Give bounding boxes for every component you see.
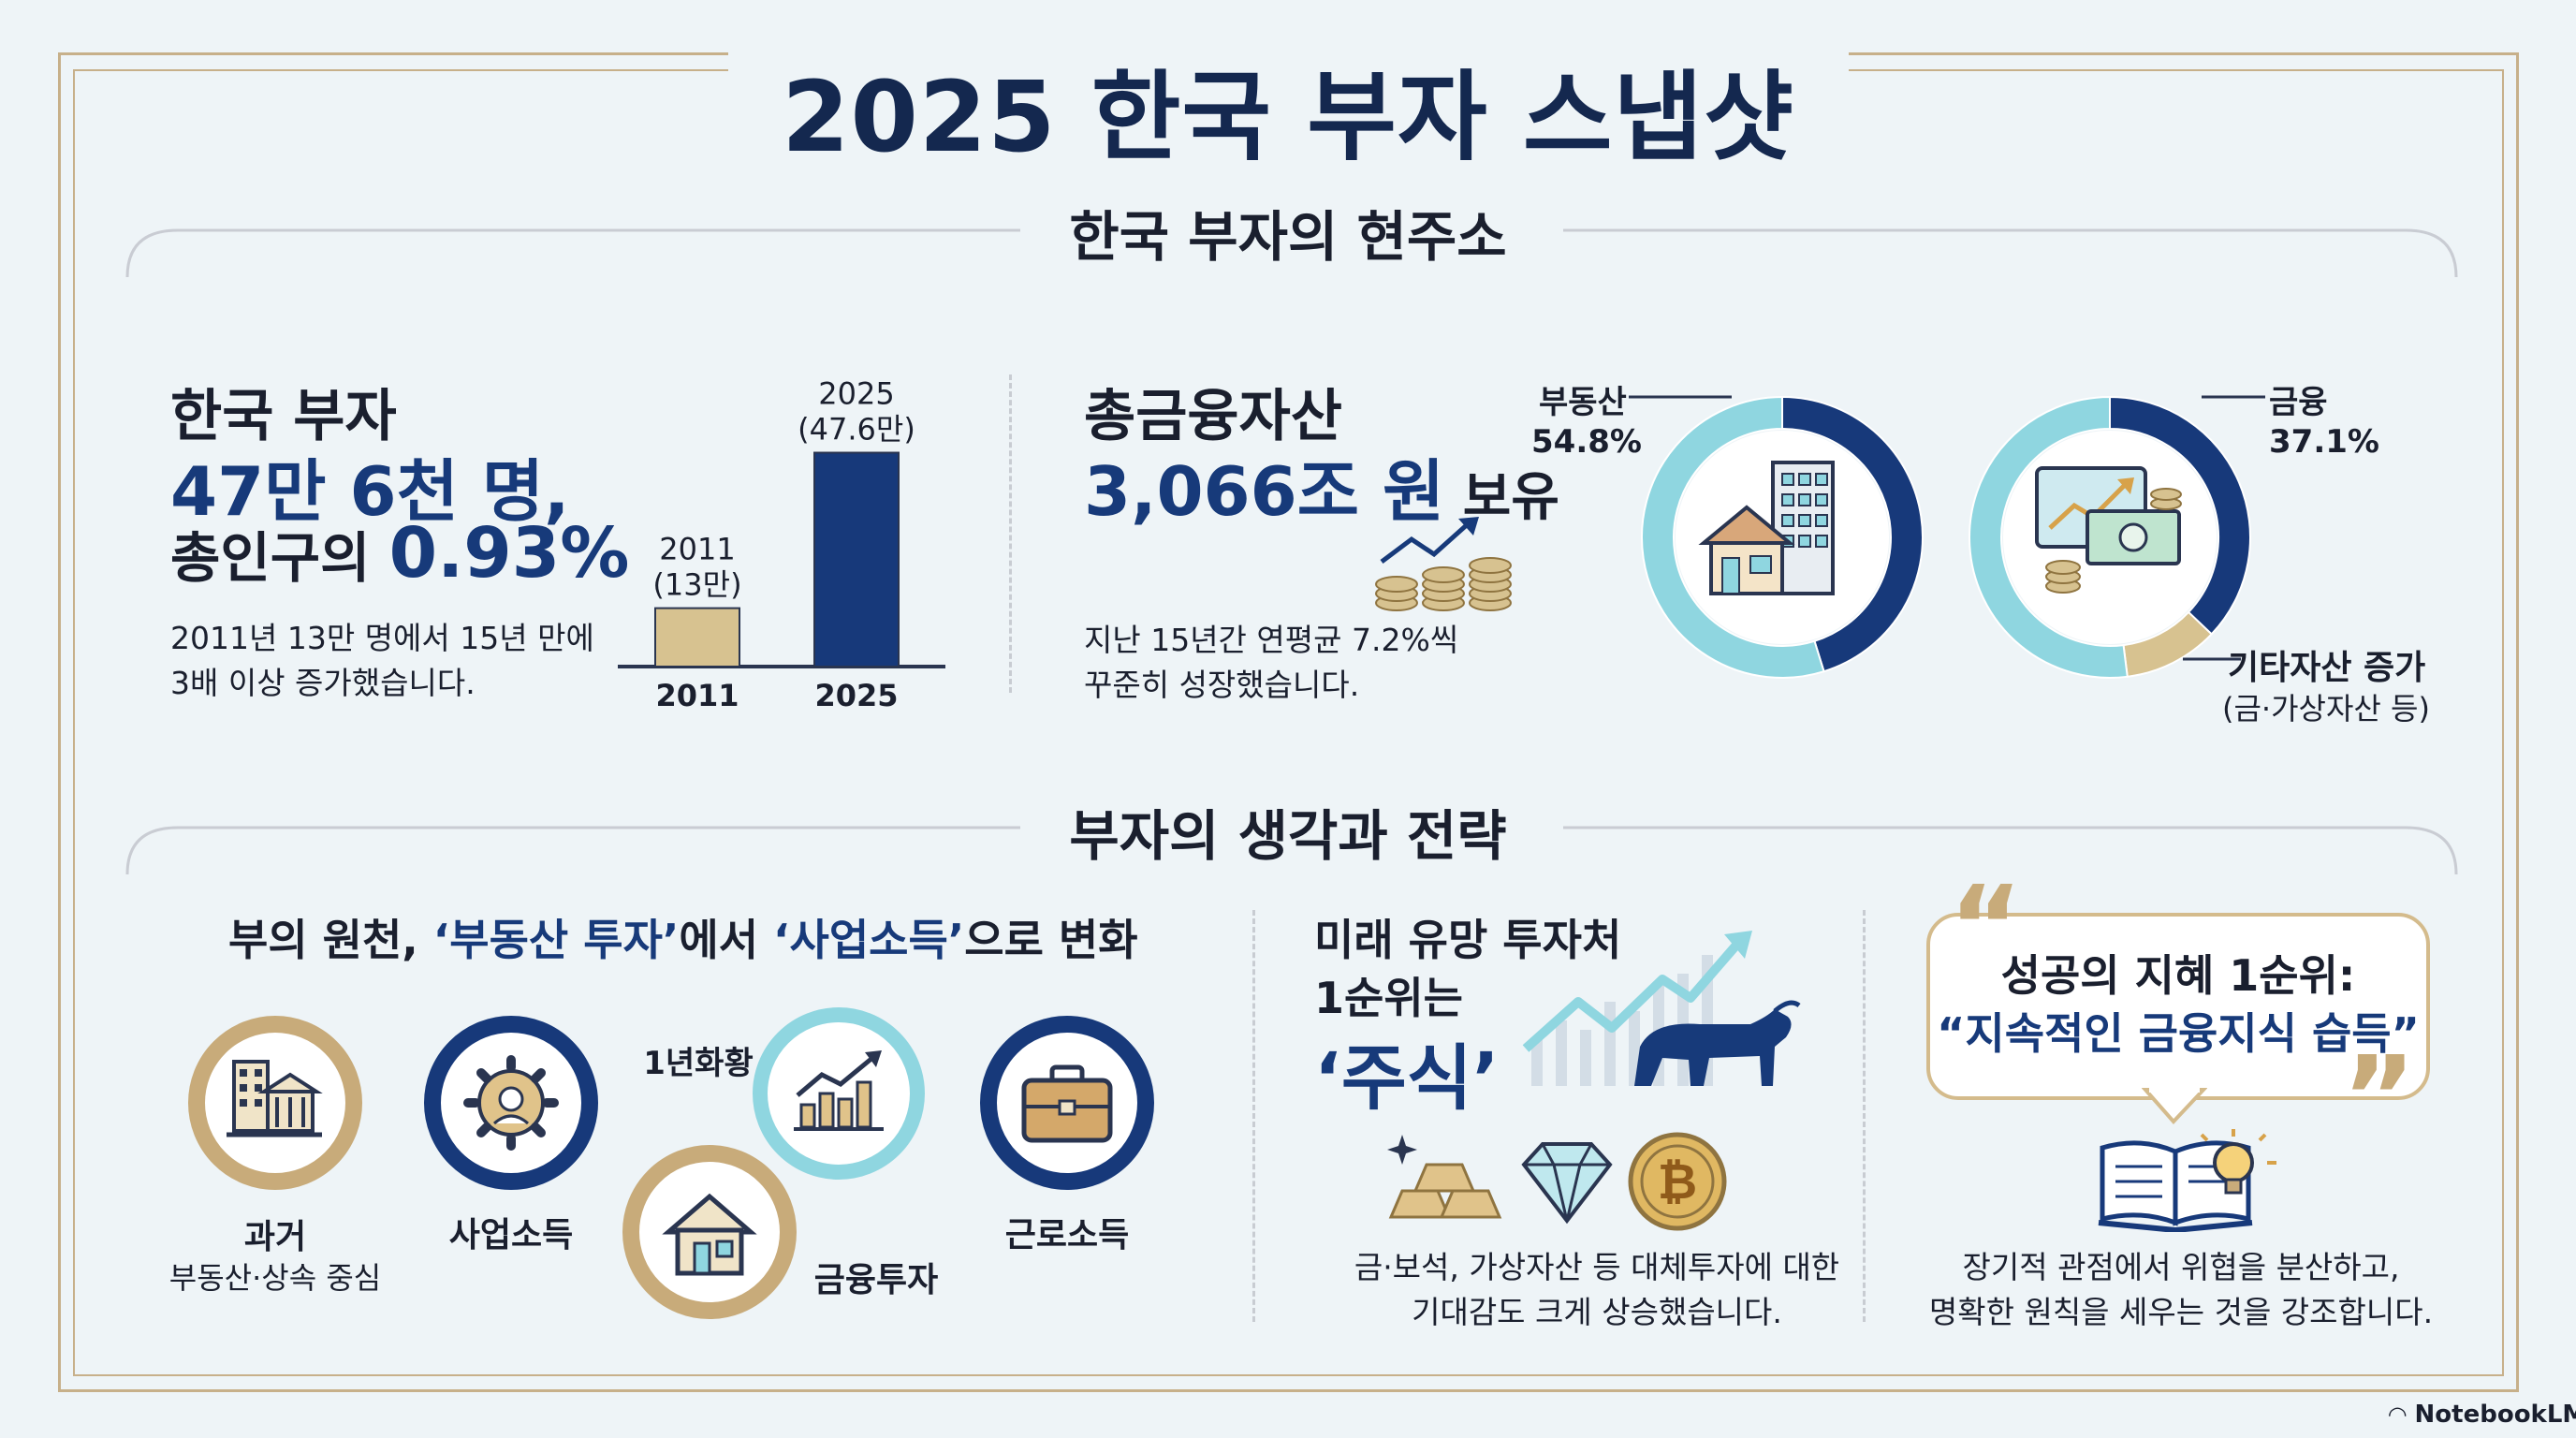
close-quote-icon: ” xyxy=(2342,1034,2416,1164)
real-estate-leader-line xyxy=(1629,395,1732,399)
population-desc-line1: 2011년 13만 명에서 15년 만에 xyxy=(170,620,594,656)
bar-label-year-2025: 2025 xyxy=(818,376,894,412)
wealth-item-finance-label: 금융투자 xyxy=(813,1261,939,1299)
wealth-item-past-label: 과거 xyxy=(243,1218,307,1256)
population-desc-line2: 3배 이상 증가했습니다. xyxy=(170,665,476,701)
population-share-prefix: 총인구의 xyxy=(170,526,389,590)
population-share: 총인구의 0.93% xyxy=(170,513,629,594)
wealth-source-quote1: ‘부동산 투자’ xyxy=(432,915,680,965)
svg-text:₿: ₿ xyxy=(1658,1154,1697,1211)
frame-left-inner xyxy=(73,69,75,1376)
briefcase-circle-icon xyxy=(980,1016,1154,1190)
real-estate-donut-slice-1 xyxy=(1641,395,1825,679)
future-desc-line2: 기대감도 크게 상승했습니다. xyxy=(1412,1294,1782,1330)
section-divider-top xyxy=(125,228,2458,278)
wealth-item-business-label: 사업소득 xyxy=(448,1216,574,1255)
page-title: 2025 한국 부자 스냅샷 xyxy=(782,60,1794,174)
divider-bottom-left xyxy=(1252,910,1255,1322)
open-quote-icon: “ xyxy=(1949,863,2023,993)
frame-top-right xyxy=(1849,52,2519,55)
bull-market-icon xyxy=(1522,931,1801,1086)
frame-bottom-inner xyxy=(73,1374,2504,1376)
assets-label: 총금융자산 xyxy=(1084,384,1342,449)
finance-leader-line xyxy=(2202,395,2265,399)
assets-amount-row: 3,066조 원 보유 xyxy=(1084,436,1559,535)
business-gear-circle-icon xyxy=(424,1016,598,1190)
divider-bottom-right xyxy=(1863,910,1866,1322)
section-divider-bottom xyxy=(125,826,2458,875)
wealth-item-past-sub: 부동산·상속 중심 xyxy=(168,1260,382,1296)
future-highlight: ‘주식’ xyxy=(1314,1036,1500,1120)
wealth-item-label-1yr: 1년화황 xyxy=(643,1045,754,1082)
wisdom-desc-line1: 장기적 관점에서 위협을 분산하고, xyxy=(1962,1249,2400,1285)
wealth-source-pre: 부의 원천, xyxy=(228,915,433,965)
future-line2: 1순위는 xyxy=(1314,973,1463,1023)
gold-bars-icon xyxy=(1387,1135,1502,1219)
wisdom-line1: 성공의 지혜 1순위: xyxy=(2000,950,2356,1001)
finance-chart-money-icon xyxy=(2035,466,2182,594)
investment-chart-circle-icon xyxy=(753,1007,925,1180)
wisdom-line2: “지속적인 금융지식 습득” xyxy=(1937,1008,2420,1059)
past-bank-circle-icon xyxy=(188,1016,362,1190)
book-lightbulb-icon xyxy=(2098,1129,2276,1232)
bitcoin-icon: ₿ xyxy=(1628,1132,1727,1231)
branding-text: NotebookLM xyxy=(2414,1401,2576,1429)
frame-top-right-inner xyxy=(1849,69,2504,71)
building-house-icon xyxy=(1698,461,1835,595)
future-desc-line1: 금·보석, 가상자산 등 대체투자에 대한 xyxy=(1354,1249,1840,1285)
bar-2025 xyxy=(813,451,900,668)
wealth-item-labor-label: 근로소득 xyxy=(1004,1216,1130,1255)
assets-desc: 지난 15년간 연평균 7.2%씩 꾸준히 성장했습니다. xyxy=(1084,618,1458,708)
frame-right-inner xyxy=(2502,69,2504,1376)
frame-top-left-inner xyxy=(73,69,728,71)
real-estate-donut-slice-0 xyxy=(1781,395,1924,673)
assets-amount: 3,066조 원 xyxy=(1084,452,1445,531)
assets-desc-line1: 지난 15년간 연평균 7.2%씩 xyxy=(1084,622,1459,658)
bar-label-year-2011: 2011 xyxy=(659,532,735,567)
real-estate-label: 부동산 xyxy=(1539,384,1627,421)
frame-top-left xyxy=(58,52,728,55)
house-circle-icon xyxy=(622,1145,797,1319)
coins-growth-icon xyxy=(1375,517,1512,611)
other-assets-leader-line xyxy=(2183,657,2241,661)
assets-amount-suffix: 보유 xyxy=(1444,467,1559,528)
wealth-source-post: 으로 변화 xyxy=(964,915,1138,965)
future-desc: 금·보석, 가상자산 등 대체투자에 대한 기대감도 크게 상승했습니다. xyxy=(1260,1245,1934,1335)
finance-label: 금융 xyxy=(2269,384,2328,421)
population-share-value: 0.93% xyxy=(388,513,630,594)
population-label: 한국 부자 xyxy=(170,384,397,449)
section-title-strategy: 부자의 생각과 전략 xyxy=(1069,804,1507,868)
section-title-status: 한국 부자의 현주소 xyxy=(1069,205,1507,269)
bar-label-value-2011: (13만) xyxy=(652,567,741,603)
population-desc: 2011년 13만 명에서 15년 만에 3배 이상 증가했습니다. xyxy=(170,616,594,706)
wisdom-speech-bubble xyxy=(1926,913,2430,1100)
diamond-icon xyxy=(1521,1142,1613,1225)
wealth-source-quote2: ‘사업소득’ xyxy=(773,915,965,965)
wealth-source-heading: 부의 원천, ‘부동산 투자’에서 ‘사업소득’으로 변화 xyxy=(228,906,1138,968)
frame-right xyxy=(2516,52,2519,1391)
bar-tick-2025: 2025 xyxy=(814,678,898,712)
future-line1: 미래 유망 투자처 xyxy=(1314,915,1622,965)
bubble-tail xyxy=(2142,1088,2207,1124)
real-estate-value: 54.8% xyxy=(1531,423,1642,461)
notebooklm-logo-icon: ◠ xyxy=(2389,1401,2407,1428)
frame-left xyxy=(58,52,61,1391)
bar-2011 xyxy=(654,607,740,668)
finance-donut-slice-2 xyxy=(1969,395,2129,679)
population-count: 47만 6천 명, xyxy=(170,452,570,531)
assets-desc-line2: 꾸준히 성장했습니다. xyxy=(1084,667,1360,703)
wealth-source-mid: 에서 xyxy=(679,915,774,965)
finance-value: 37.1% xyxy=(2269,423,2379,461)
wisdom-desc-line2: 명확한 원칙을 세우는 것을 강조합니다. xyxy=(1928,1294,2434,1330)
frame-bottom xyxy=(58,1389,2519,1392)
notebooklm-branding: ◠ NotebookLM xyxy=(2389,1401,2576,1429)
bar-tick-2011: 2011 xyxy=(655,678,739,712)
other-assets-note: (금·가상자산 등) xyxy=(2222,691,2430,726)
other-assets-label: 기타자산 증가 xyxy=(2228,649,2426,687)
bar-label-value-2025: (47.6만) xyxy=(798,412,915,448)
wisdom-desc: 장기적 관점에서 위협을 분산하고, 명확한 원칙을 세우는 것을 강조합니다. xyxy=(1872,1245,2490,1335)
divider-top-middle xyxy=(1009,374,1012,693)
